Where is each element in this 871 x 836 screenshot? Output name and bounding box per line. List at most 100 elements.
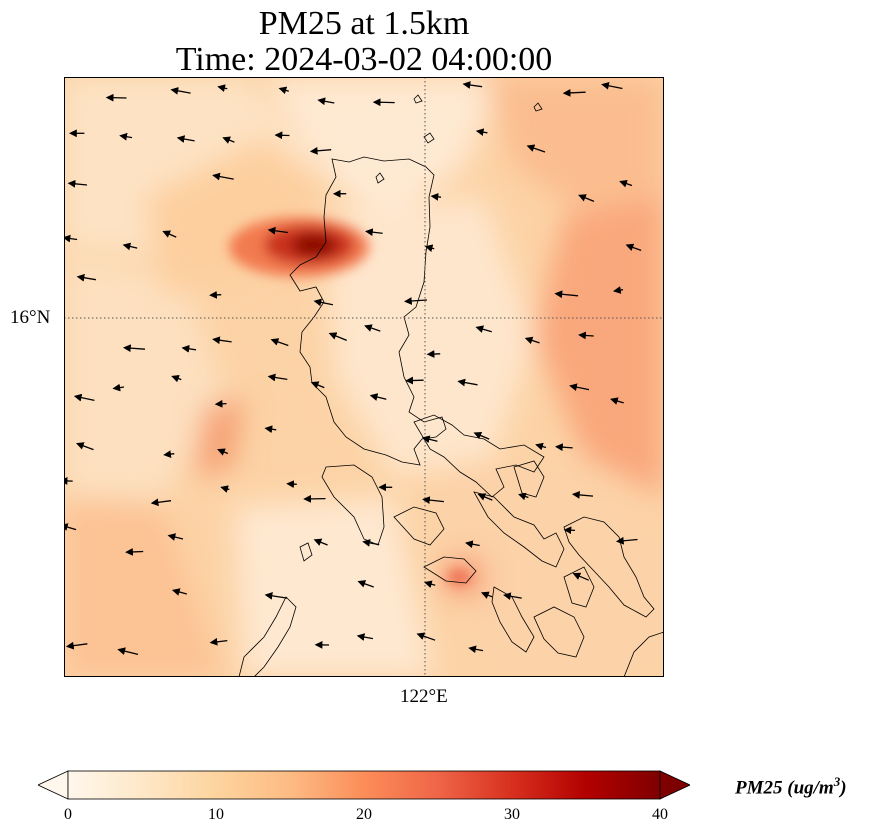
wind-arrow bbox=[625, 243, 642, 252]
wind-arrow bbox=[457, 378, 478, 387]
wind-arrow bbox=[578, 331, 594, 340]
wind-arrow bbox=[64, 523, 77, 531]
wind-arrow bbox=[162, 230, 177, 238]
wind-arrow bbox=[209, 637, 228, 646]
pm25-hotspot bbox=[229, 217, 471, 584]
wind-arrow bbox=[422, 496, 444, 504]
pm25-shading bbox=[64, 77, 664, 677]
wind-arrow bbox=[619, 179, 633, 188]
wind-arrow bbox=[610, 397, 624, 405]
wind-arrow bbox=[264, 425, 277, 434]
colorbar-tick-20: 20 bbox=[356, 806, 372, 823]
wind-arrow bbox=[554, 290, 579, 299]
wind-arrow bbox=[357, 580, 374, 588]
wind-arrow bbox=[105, 93, 127, 102]
wind-arrow bbox=[220, 485, 230, 493]
wind-arrow bbox=[475, 128, 488, 137]
wind-arrow bbox=[267, 226, 288, 235]
colorbar-tick-40: 40 bbox=[652, 806, 668, 823]
wind-arrow bbox=[309, 146, 332, 155]
wind-arrow bbox=[328, 332, 347, 342]
wind-arrow bbox=[569, 383, 590, 391]
colorbar-gradient bbox=[67, 770, 661, 800]
wind-arrow bbox=[405, 376, 424, 385]
wind-arrow bbox=[317, 97, 335, 106]
wind-arrow bbox=[526, 144, 546, 153]
wind-arrow bbox=[122, 242, 138, 251]
wind-arrow bbox=[163, 450, 175, 458]
wind-arrow bbox=[524, 336, 540, 345]
wind-arrow bbox=[480, 591, 493, 599]
wind-arrow bbox=[270, 338, 289, 347]
wind-arrow bbox=[421, 435, 438, 444]
wind-arrow bbox=[167, 533, 184, 541]
wind-arrow bbox=[468, 645, 484, 654]
wind-arrow bbox=[578, 194, 595, 203]
wind-arrow bbox=[518, 492, 529, 501]
wind-arrow bbox=[313, 538, 328, 546]
wind-arrow bbox=[424, 580, 436, 588]
wind-arrow bbox=[462, 81, 483, 89]
wind-arrow bbox=[214, 399, 227, 408]
wind-arrow bbox=[572, 572, 589, 581]
wind-arrow bbox=[65, 641, 88, 650]
wind-arrow bbox=[562, 89, 586, 97]
colorbar-tick-30: 30 bbox=[504, 806, 520, 823]
wind-arrow bbox=[475, 325, 492, 333]
wind-arrow bbox=[404, 297, 428, 305]
wind-arrow bbox=[503, 592, 522, 601]
wind-arrow bbox=[119, 132, 133, 141]
wind-arrow bbox=[176, 135, 195, 143]
colorbar-extend-high bbox=[659, 770, 690, 800]
wind-arrow bbox=[278, 86, 289, 95]
wind-arrow bbox=[217, 84, 228, 92]
wind-arrow bbox=[356, 633, 374, 641]
wind-arrow bbox=[222, 136, 235, 144]
wind-arrow bbox=[372, 98, 395, 107]
wind-arrow bbox=[571, 491, 594, 499]
wind-arrow bbox=[613, 286, 624, 294]
wind-vectors bbox=[64, 81, 642, 656]
wind-arrow bbox=[465, 540, 480, 549]
wind-arrow bbox=[67, 179, 88, 188]
wind-arrow bbox=[310, 381, 325, 389]
wind-arrow bbox=[364, 324, 381, 332]
wind-arrow bbox=[555, 443, 573, 452]
wind-arrow bbox=[424, 244, 435, 252]
wind-arrow bbox=[217, 448, 229, 456]
map-title: PM25 at 1.5km bbox=[258, 5, 470, 42]
wind-arrow bbox=[171, 588, 187, 596]
wind-arrow bbox=[171, 374, 182, 383]
wind-arrow bbox=[150, 498, 172, 507]
latitude-tick-label: 16°N bbox=[10, 307, 51, 328]
wind-arrow bbox=[64, 234, 78, 243]
wind-arrow bbox=[369, 393, 387, 401]
wind-arrow bbox=[73, 393, 95, 402]
colorbar-extend-low bbox=[38, 770, 69, 800]
wind-arrow bbox=[535, 442, 547, 451]
colorbar-tick-0: 0 bbox=[64, 806, 72, 823]
wind-arrow bbox=[563, 526, 576, 535]
map-panel[interactable] bbox=[64, 77, 664, 677]
wind-arrow bbox=[430, 193, 442, 201]
wind-arrow bbox=[477, 493, 493, 501]
colorbar-label: PM25 (ug/m3) bbox=[735, 774, 847, 799]
wind-arrow bbox=[170, 87, 191, 95]
map-subtitle-time: Time: 2024-03-02 04:00:00 bbox=[175, 41, 553, 78]
wind-arrow bbox=[125, 548, 144, 556]
map-canvas bbox=[64, 77, 664, 677]
wind-arrow bbox=[426, 350, 441, 358]
wind-arrow bbox=[112, 383, 125, 392]
wind-arrow bbox=[416, 632, 436, 641]
wind-arrow bbox=[209, 291, 222, 299]
wind-arrow bbox=[212, 172, 234, 181]
colorbar-tick-10: 10 bbox=[208, 806, 224, 823]
wind-arrow bbox=[601, 81, 623, 90]
wind-arrow bbox=[212, 336, 232, 345]
wind-arrow bbox=[615, 536, 638, 545]
wind-arrow bbox=[473, 431, 490, 440]
wind-arrow bbox=[76, 273, 97, 282]
wind-arrow bbox=[313, 298, 334, 307]
wind-arrow bbox=[286, 480, 297, 489]
longitude-tick-label: 122°E bbox=[400, 686, 448, 707]
